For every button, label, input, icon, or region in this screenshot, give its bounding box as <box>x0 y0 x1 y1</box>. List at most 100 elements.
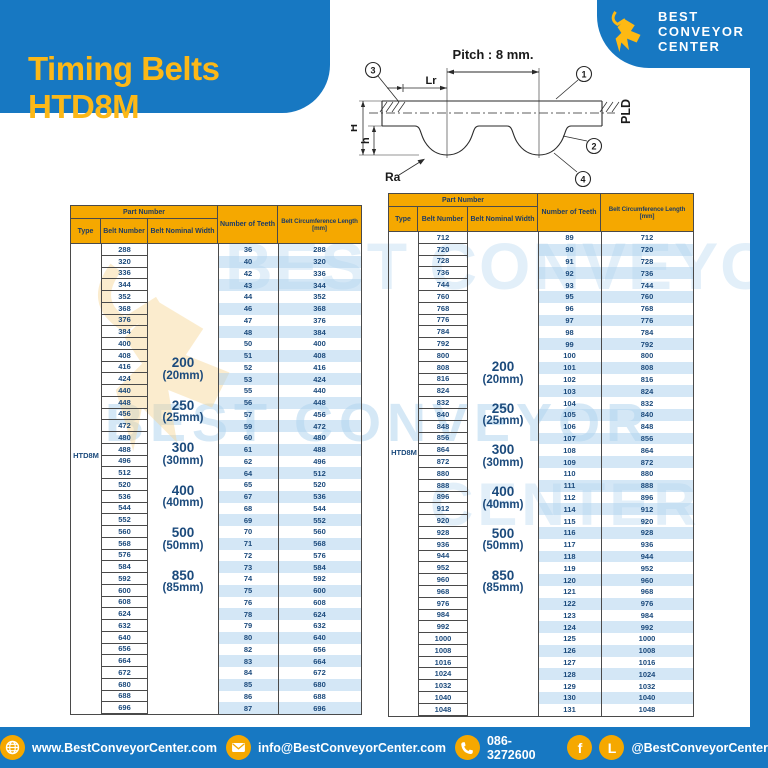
email-link[interactable]: info@BestConveyorCenter.com <box>226 735 446 760</box>
number-of-teeth-cell: 75 <box>218 584 278 597</box>
table-row: 584 73 584 <box>71 561 361 573</box>
nominal-width-value: 300 <box>491 442 515 458</box>
number-of-teeth-cell: 89 <box>565 233 574 243</box>
belt-number-cell: 792 <box>418 338 468 350</box>
belt-number-cell: 352 <box>101 291 148 303</box>
belt-number-cell: 552 <box>101 514 148 526</box>
table-row: 672 84 672 <box>71 667 361 679</box>
belt-number-cell: 456 <box>101 408 148 421</box>
width-spacer-cell <box>148 597 218 609</box>
table-row: 1040 130 1040 <box>389 692 693 704</box>
type-spacer-cell <box>71 409 101 421</box>
width-spacer-cell <box>148 608 218 620</box>
number-of-teeth-cell: 80 <box>218 631 278 644</box>
number-of-teeth-cell: 121 <box>563 587 576 597</box>
circumference-cell: 400 <box>313 339 326 349</box>
logo-line-2: CONVEYOR <box>658 23 745 39</box>
number-of-teeth-cell: 115 <box>563 516 576 526</box>
belt-number-cell: 768 <box>418 302 468 315</box>
circumference-cell: 992 <box>601 621 693 634</box>
circumference-cell: 424 <box>278 373 361 385</box>
type-spacer-cell <box>71 573 101 585</box>
type-spacer-cell <box>389 338 418 350</box>
width-spacer-cell <box>468 633 538 645</box>
nominal-width-group: 250 (25mm) <box>469 402 537 429</box>
type-spacer-cell <box>389 244 418 256</box>
belt-number-cell: 944 <box>418 550 468 563</box>
belt-number-cell: 696 <box>101 702 148 714</box>
logo-line-1: BEST <box>658 8 699 24</box>
column-divider <box>601 232 602 716</box>
circumference-cell: 536 <box>278 490 361 503</box>
belt-number-cell: 896 <box>418 491 468 504</box>
table-row: 992 124 992 <box>389 621 693 634</box>
table-row: 1024 128 1024 <box>389 668 693 681</box>
belt-number-cell: 424 <box>101 373 148 385</box>
number-of-teeth-cell: 42 <box>243 268 253 278</box>
belt-number-cell: 936 <box>418 538 468 551</box>
header-belt-circumference: Belt Circumference Length [mm] <box>608 205 686 220</box>
circumference-cell: 952 <box>640 563 654 573</box>
belt-number-cell: 560 <box>101 526 148 538</box>
circumference-cell: 840 <box>601 408 693 421</box>
belt-number-cell: 872 <box>418 456 468 468</box>
nominal-width-value: 250 <box>491 400 515 416</box>
belt-number-cell: 832 <box>418 397 468 409</box>
circumference-cell: 656 <box>313 644 326 654</box>
belt-number-cell: 1016 <box>418 656 468 669</box>
column-divider <box>278 244 279 714</box>
callout-1: 1 <box>581 69 586 79</box>
line-icon[interactable]: L <box>599 735 625 760</box>
circumference-cell: 728 <box>640 256 654 266</box>
nominal-width-value: 850 <box>491 567 515 583</box>
circumference-cell: 912 <box>601 503 693 516</box>
table-body: HTD8M 200 (20mm) 250 (25mm) 300 (30mm) 400 (40m… <box>389 232 693 716</box>
circumference-cell: 976 <box>601 597 693 610</box>
type-spacer-cell <box>71 291 101 303</box>
phone-contact[interactable]: 086-3272600 <box>454 734 559 762</box>
circumference-cell: 848 <box>640 422 654 432</box>
type-spacer-cell <box>71 702 101 714</box>
belt-number-cell: 808 <box>418 361 468 374</box>
table-row: 424 53 424 <box>71 373 361 385</box>
website-link[interactable]: www.BestConveyorCenter.com <box>0 735 217 760</box>
table-row: 776 97 776 <box>389 314 693 327</box>
nominal-width-mm: (50mm) <box>482 540 524 553</box>
circumference-cell: 416 <box>313 362 326 372</box>
number-of-teeth-cell: 96 <box>565 304 574 314</box>
width-spacer-cell <box>148 268 218 280</box>
type-spacer-cell <box>71 655 101 667</box>
belt-number-cell: 576 <box>101 549 148 562</box>
nominal-width-value: 300 <box>171 440 195 456</box>
belt-number-cell: 1040 <box>418 692 468 704</box>
table-row: 488 61 488 <box>71 443 361 456</box>
belt-number-cell: 920 <box>418 515 468 527</box>
number-of-teeth-cell: 85 <box>218 678 278 691</box>
width-spacer-cell <box>468 326 538 338</box>
number-of-teeth-cell: 56 <box>218 396 278 409</box>
belt-number-cell: 1032 <box>418 680 468 693</box>
width-spacer-cell <box>468 704 538 716</box>
belt-number-cell: 384 <box>101 326 148 338</box>
nominal-width-group: 300 (30mm) <box>149 441 217 468</box>
number-of-teeth-cell: 91 <box>565 256 574 266</box>
type-spacer-cell <box>389 704 418 716</box>
facebook-icon[interactable]: f <box>567 735 593 760</box>
circumference-cell: 448 <box>278 396 361 409</box>
belt-number-cell: 848 <box>418 420 468 433</box>
type-spacer-cell <box>71 362 101 374</box>
table-row: 848 106 848 <box>389 420 693 433</box>
number-of-teeth-cell: 108 <box>563 445 576 455</box>
width-spacer-cell <box>148 679 218 691</box>
height-h-label: h <box>360 137 372 144</box>
number-of-teeth-cell: 40 <box>218 255 278 268</box>
type-spacer-cell <box>389 303 418 315</box>
type-spacer-cell <box>71 279 101 291</box>
social-links[interactable]: f L @BestConveyorCenter <box>567 735 768 760</box>
nominal-width-value: 400 <box>491 484 515 500</box>
width-stack: 200 (20mm) 250 (25mm) 300 (30mm) 400 (40mm) 500(… <box>469 360 537 596</box>
circumference-cell: 1000 <box>638 634 656 644</box>
type-spacer-cell <box>71 550 101 562</box>
type-spacer-cell <box>71 315 101 327</box>
table-row: 568 71 568 <box>71 537 361 550</box>
